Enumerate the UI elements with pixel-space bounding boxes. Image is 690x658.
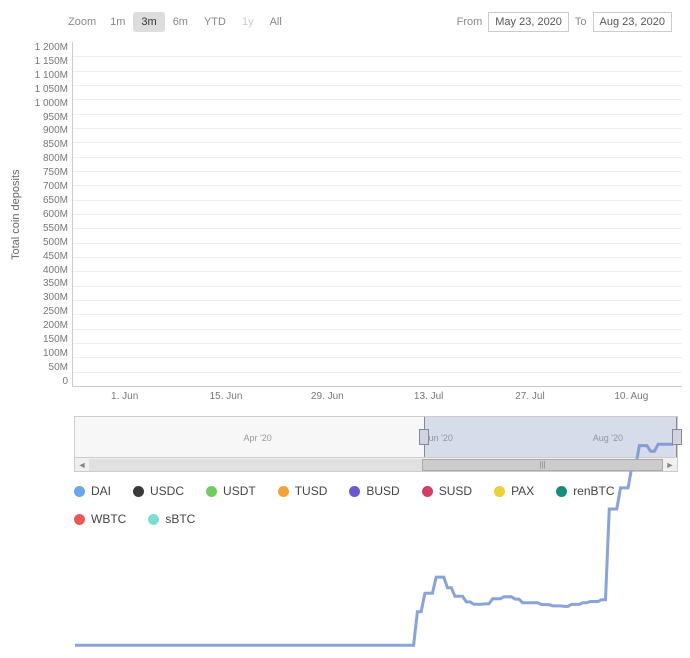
y-tick: 1 050M [35, 84, 68, 95]
zoom-ytd-button[interactable]: YTD [196, 12, 234, 32]
x-tick: 13. Jul [378, 391, 479, 402]
y-tick: 200M [43, 320, 68, 331]
y-axis-title: Total coin deposits [8, 42, 24, 387]
y-tick: 850M [43, 139, 68, 150]
zoom-all-button[interactable]: All [262, 12, 290, 32]
y-tick: 800M [43, 153, 68, 164]
y-tick: 950M [43, 112, 68, 123]
x-tick: 15. Jun [175, 391, 276, 402]
y-tick: 400M [43, 265, 68, 276]
y-tick: 650M [43, 195, 68, 206]
x-tick: 29. Jun [277, 391, 378, 402]
from-date-input[interactable]: May 23, 2020 [488, 12, 569, 32]
y-tick: 250M [43, 306, 68, 317]
y-tick: 450M [43, 251, 68, 262]
nav-handle-right[interactable] [672, 429, 682, 445]
zoom-1y-button: 1y [234, 12, 262, 32]
y-tick: 750M [43, 167, 68, 178]
x-tick: 27. Jul [479, 391, 580, 402]
scroll-track[interactable]: ||| [89, 459, 663, 471]
zoom-1m-button[interactable]: 1m [102, 12, 133, 32]
zoom-label: Zoom [68, 16, 96, 28]
y-tick: 1 100M [35, 70, 68, 81]
y-axis: 1 200M 1 150M 1 100M 1 050M 1 000M 950M 900M 85… [24, 42, 72, 387]
y-tick: 1 200M [35, 42, 68, 53]
scroll-thumb[interactable]: ||| [422, 459, 663, 471]
range-navigator[interactable]: Apr '20 Jun '20 Aug '20 [74, 416, 678, 458]
nav-handle-left[interactable] [419, 429, 429, 445]
y-tick: 550M [43, 223, 68, 234]
x-tick: 1. Jun [74, 391, 175, 402]
nav-label: Apr '20 [244, 433, 272, 443]
zoom-toolbar: Zoom 1m3m6mYTD1yAll From May 23, 2020 To… [8, 8, 682, 42]
y-tick: 300M [43, 292, 68, 303]
y-tick: 1 000M [35, 98, 68, 109]
zoom-3m-button[interactable]: 3m [133, 12, 164, 32]
zoom-6m-button[interactable]: 6m [165, 12, 196, 32]
navigator-scrollbar[interactable]: ◄ ||| ► [74, 458, 678, 472]
y-tick: 500M [43, 237, 68, 248]
main-chart: Total coin deposits 1 200M1 150M1 100M1 … [8, 42, 682, 387]
y-tick: 100M [43, 348, 68, 359]
y-tick: 350M [43, 278, 68, 289]
to-date-input[interactable]: Aug 23, 2020 [593, 12, 672, 32]
y-tick: 1 150M [35, 56, 68, 67]
x-axis: 1. Jun15. Jun29. Jun13. Jul27. Jul10. Au… [74, 387, 682, 402]
from-label: From [457, 16, 483, 28]
x-tick: 10. Aug [581, 391, 682, 402]
y-tick: 600M [43, 209, 68, 220]
y-tick: 50M [49, 362, 68, 373]
y-tick: 900M [43, 125, 68, 136]
plot-area[interactable] [72, 42, 682, 387]
y-tick: 0 [62, 376, 68, 387]
to-label: To [575, 16, 587, 28]
y-tick: 700M [43, 181, 68, 192]
nav-selection[interactable] [424, 417, 677, 457]
y-tick: 150M [43, 334, 68, 345]
